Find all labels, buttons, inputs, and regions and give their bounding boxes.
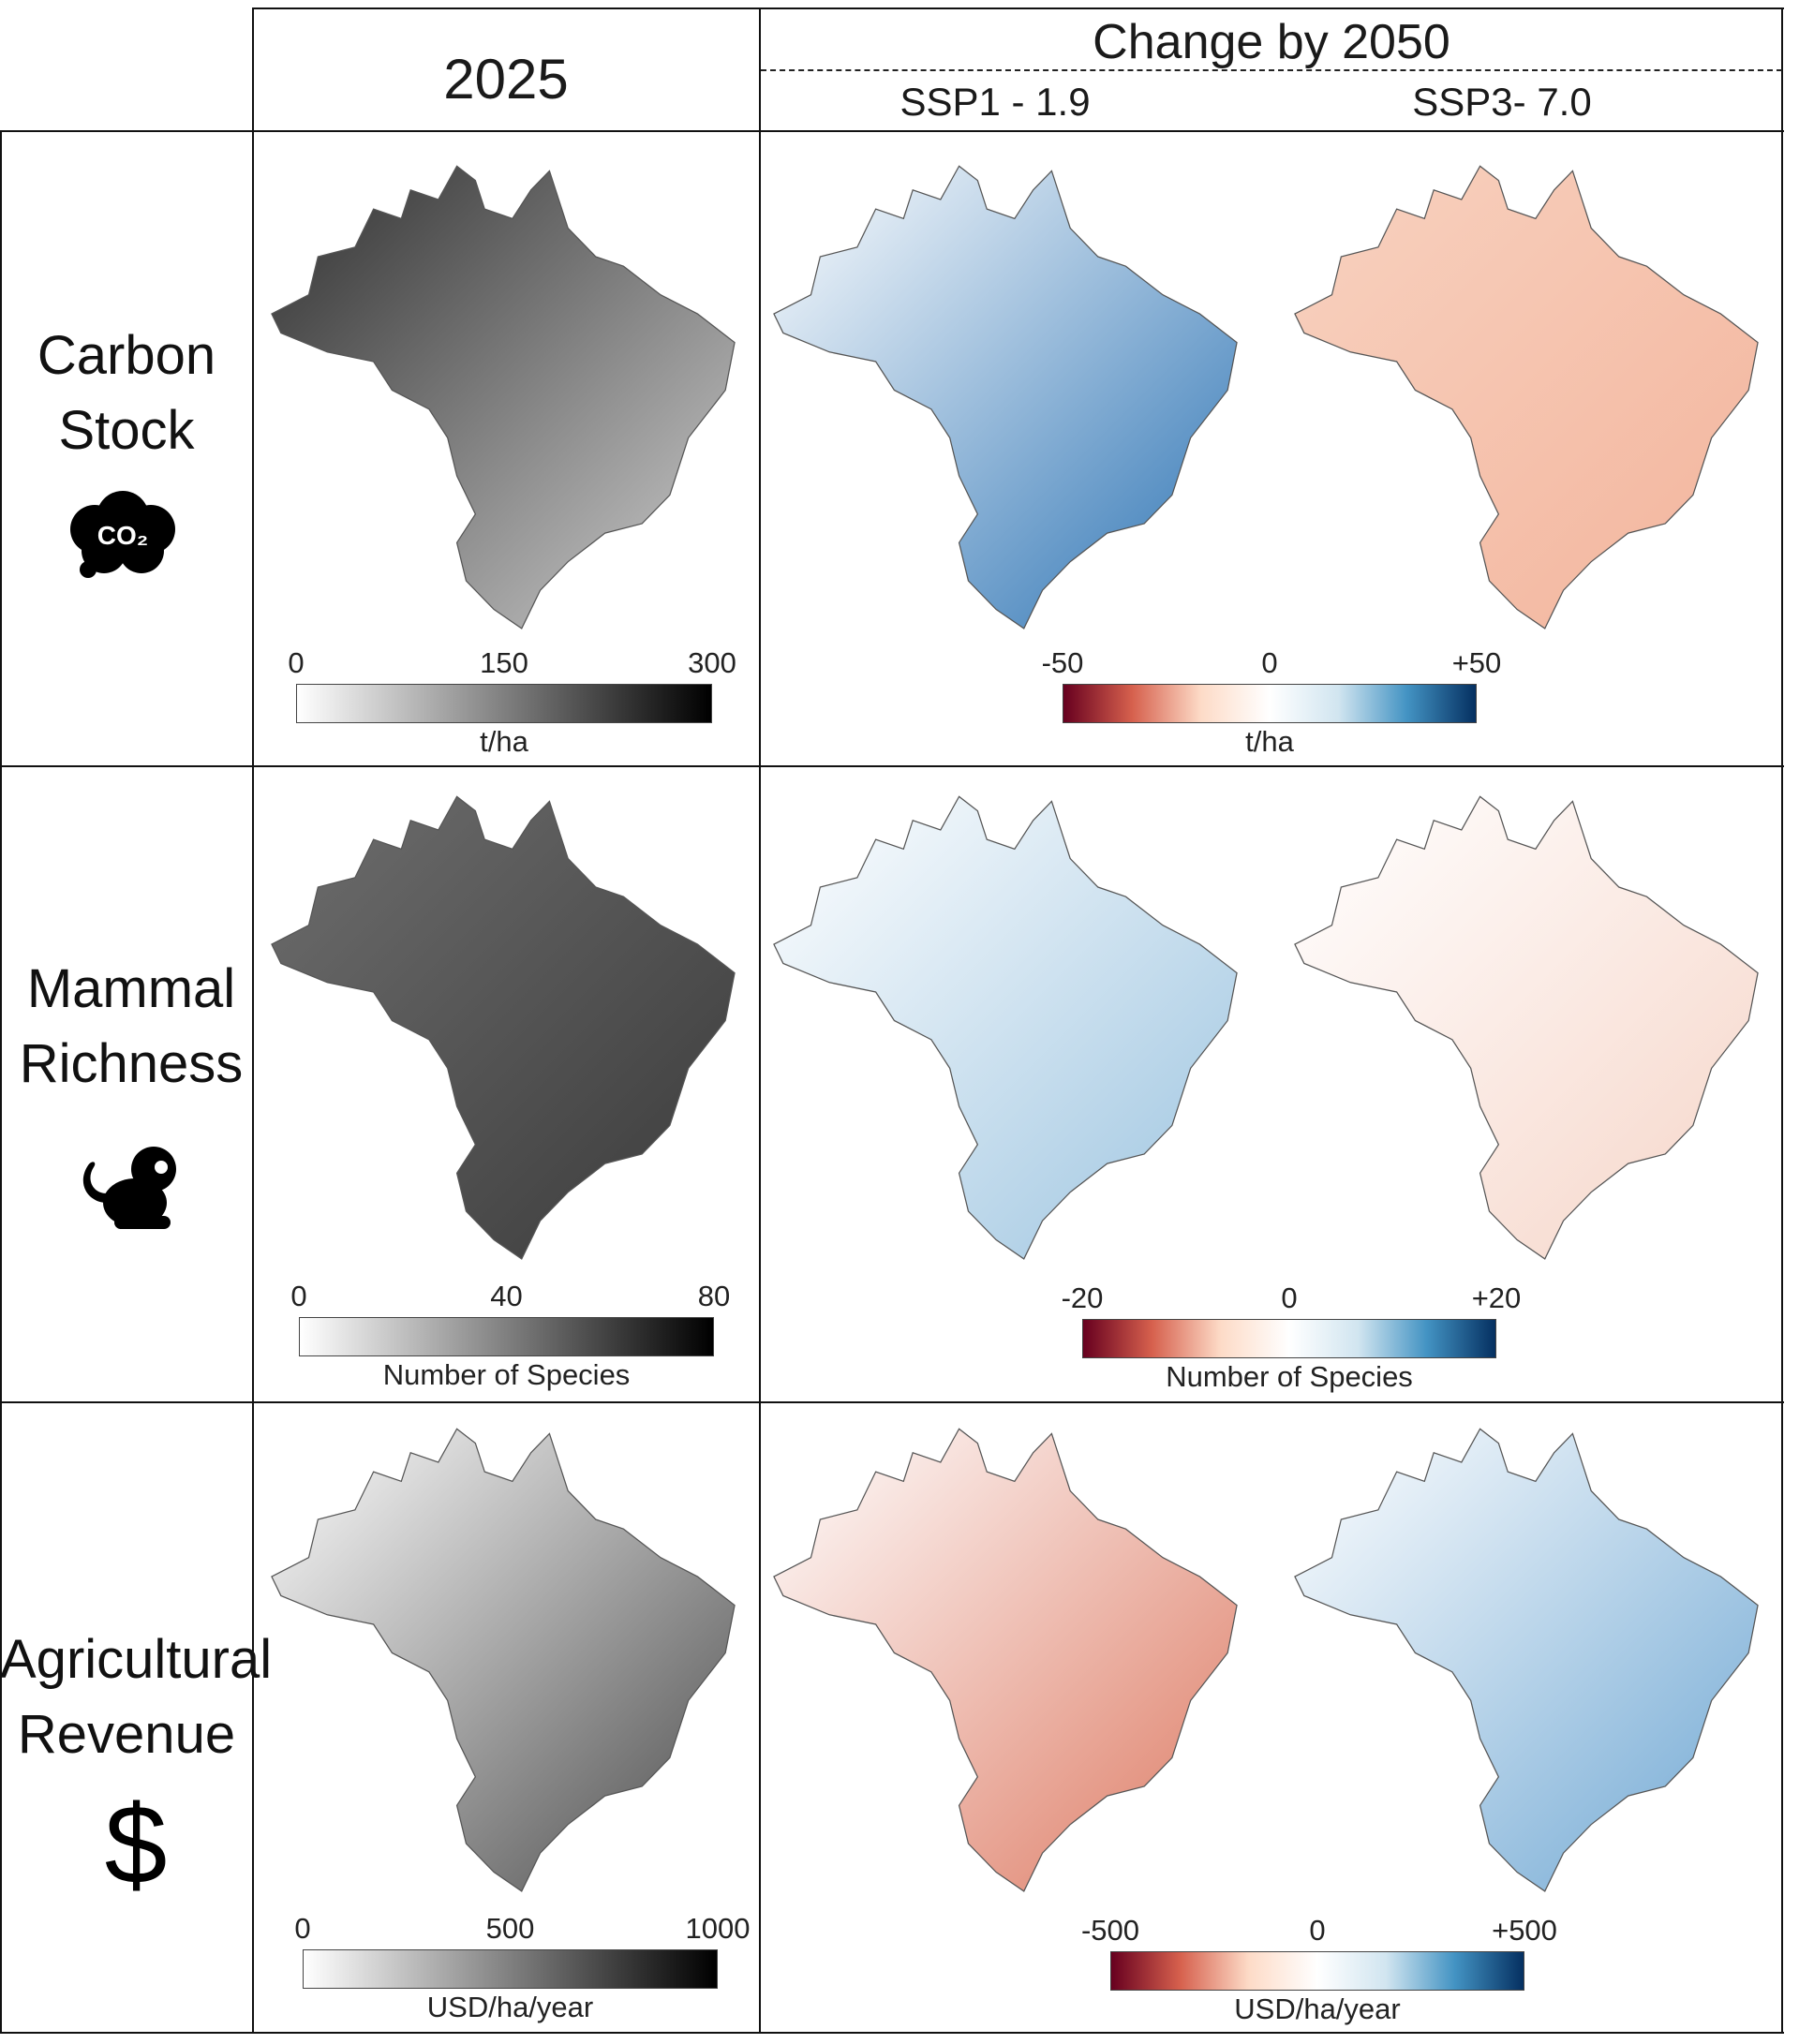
- brazil-outline: [271, 795, 736, 1260]
- colorbar-tick-label: 80: [697, 1280, 731, 1312]
- map-carbon-stock-ssp3-change: [1290, 147, 1762, 633]
- colorbar-tick-label: 300: [688, 646, 736, 679]
- brazil-outline: [1294, 795, 1759, 1260]
- colorbar-tick-label: 0: [1309, 1914, 1326, 1947]
- colorbar-mammal-richness-baseline: [299, 1317, 714, 1356]
- row-label-mammal-richness: Mammal Richness: [5, 952, 258, 1102]
- colorbar-tick-label: +50: [1451, 646, 1502, 679]
- table-border-right: [1781, 7, 1783, 2034]
- map-mammal-richness-ssp3-change: [1290, 778, 1762, 1264]
- colorbar-tick-label: 0: [1281, 1281, 1298, 1314]
- table-border-bottom: [0, 2032, 1784, 2034]
- dollar-icon: $: [104, 1782, 168, 1907]
- colorbar-unit-label: t/ha: [1245, 725, 1294, 758]
- colorbar-tick-label: 40: [490, 1280, 523, 1312]
- brazil-outline: [271, 165, 736, 629]
- map-agricultural-revenue-2025: [267, 1410, 739, 1896]
- colorbar-tick-label: 500: [485, 1912, 535, 1945]
- map-agricultural-revenue-ssp3-change: [1290, 1410, 1762, 1896]
- monkey-icon: [67, 1145, 189, 1231]
- row-label-line2: Revenue: [17, 1704, 236, 1765]
- row-label-line1: Carbon: [37, 325, 216, 386]
- row-label-agricultural-revenue: Agricultural Revenue: [0, 1622, 273, 1772]
- colorbar-tick-label: +20: [1471, 1281, 1522, 1314]
- table-border-top: [253, 7, 1784, 9]
- brazil-outline: [773, 795, 1238, 1260]
- colorbar-carbon-stock-change: [1063, 684, 1477, 723]
- colorbar-unit-label: USD/ha/year: [1234, 1992, 1401, 2025]
- colorbar-tick-label: 1000: [685, 1912, 751, 1945]
- co2-cloud-icon: CO₂: [62, 487, 184, 590]
- colorbar-tick-label: 150: [480, 646, 528, 679]
- map-carbon-stock-2025: [267, 147, 739, 633]
- map-agricultural-revenue-ssp1-change: [769, 1410, 1241, 1896]
- colorbar-carbon-stock-baseline: [296, 684, 712, 723]
- row-label-line1: Mammal: [26, 958, 236, 1019]
- colorbar-tick-label: 0: [288, 646, 305, 679]
- colorbar-tick-label: +500: [1492, 1914, 1557, 1947]
- map-carbon-stock-ssp1-change: [769, 147, 1241, 633]
- brazil-outline: [773, 1428, 1238, 1892]
- brazil-outline: [773, 165, 1238, 629]
- row-label-line2: Richness: [19, 1033, 244, 1094]
- colorbar-tick-label: 0: [290, 1280, 307, 1312]
- map-mammal-richness-2025: [267, 778, 739, 1264]
- colorbar-tick-label: -500: [1080, 1914, 1140, 1947]
- row-label-line2: Stock: [58, 400, 195, 461]
- scenario-header-ssp1: SSP1 - 1.9: [900, 80, 1091, 124]
- col1-border: [252, 7, 254, 2034]
- colorbar-tick-label: 0: [294, 1912, 311, 1945]
- colorbar-agricultural-revenue-change: [1110, 1951, 1524, 1991]
- header-bottom-border: [0, 130, 1784, 132]
- colorbar-tick-label: -20: [1061, 1281, 1104, 1314]
- colorbar-mammal-richness-change: [1082, 1319, 1496, 1358]
- colorbar-tick-label: -50: [1041, 646, 1084, 679]
- header-dashed-divider: [761, 69, 1782, 71]
- co2-icon-text: CO₂: [97, 521, 149, 550]
- brazil-outline: [1294, 165, 1759, 629]
- colorbar-unit-label: Number of Species: [382, 1358, 631, 1391]
- map-mammal-richness-ssp1-change: [769, 778, 1241, 1264]
- row-label-carbon-stock: Carbon Stock: [0, 318, 253, 468]
- colorbar-unit-label: USD/ha/year: [426, 1991, 594, 2023]
- brazil-outline: [271, 1428, 736, 1892]
- colorbar-unit-label: t/ha: [480, 725, 528, 758]
- row2-bottom-border: [0, 1401, 1784, 1403]
- brazil-outline: [1294, 1428, 1759, 1892]
- col2-border: [759, 7, 761, 2034]
- colorbar-unit-label: Number of Species: [1166, 1360, 1413, 1393]
- row1-bottom-border: [0, 765, 1784, 767]
- row-label-line1: Agricultural: [0, 1629, 273, 1690]
- table-border-left: [0, 130, 2, 2034]
- column-header-2025: 2025: [443, 48, 569, 111]
- colorbar-tick-label: 0: [1261, 646, 1278, 679]
- scenario-header-ssp3: SSP3- 7.0: [1412, 80, 1592, 124]
- column-header-change-by-2050: Change by 2050: [1093, 15, 1450, 69]
- colorbar-agricultural-revenue-baseline: [303, 1949, 718, 1989]
